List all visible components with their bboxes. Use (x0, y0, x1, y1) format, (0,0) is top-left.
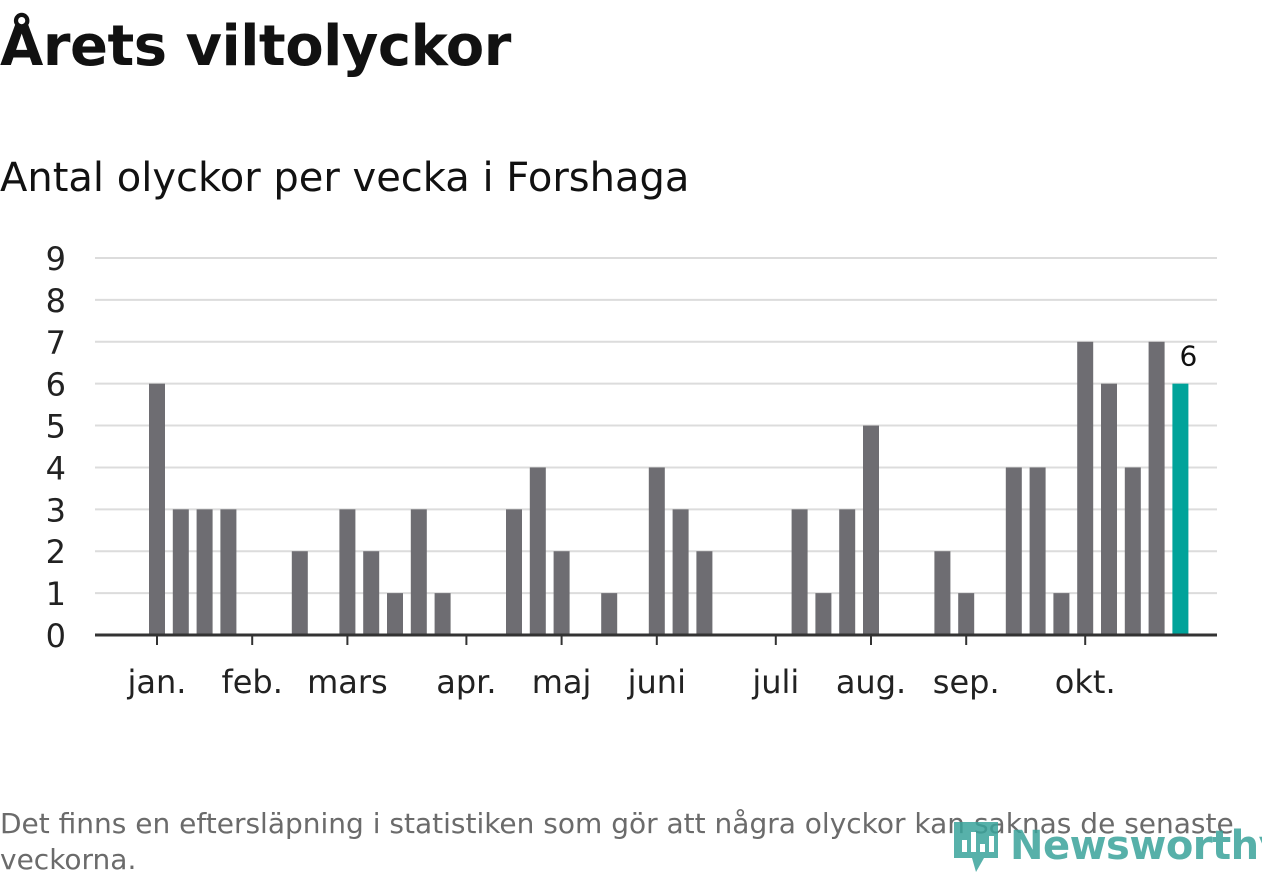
x-tick-label: mars (307, 663, 388, 701)
x-axis: jan. feb. mars apr. maj juni juli aug. sep. okt. (95, 633, 1217, 701)
bar (387, 593, 403, 635)
bar (196, 509, 213, 635)
bar (291, 551, 308, 635)
bar (863, 425, 879, 635)
bar (934, 551, 951, 635)
bar (1053, 593, 1070, 635)
y-tick-label: 0 (46, 617, 66, 655)
bar (363, 551, 380, 635)
bar (648, 467, 665, 635)
y-tick-label: 4 (46, 449, 66, 487)
x-tick-label: juni (627, 663, 686, 701)
chart-subtitle: Antal olyckor per vecka i Forshaga (0, 155, 690, 201)
x-tick-label: feb. (221, 663, 282, 701)
bar (529, 467, 546, 635)
y-tick-label: 9 (46, 240, 66, 278)
bar (149, 383, 165, 635)
bar (172, 509, 189, 635)
brand-name: Newsworthy (1010, 823, 1262, 869)
bar (1005, 467, 1022, 635)
x-tick-label: maj (532, 663, 592, 701)
bar (339, 509, 356, 635)
y-tick-label: 6 (46, 366, 66, 404)
bar (696, 551, 713, 635)
y-tick-label: 8 (46, 282, 66, 320)
x-tick-label: jan. (127, 663, 187, 701)
bar (815, 593, 832, 635)
bar (601, 593, 618, 635)
y-axis: 0 1 2 3 45 6 7 8 9 (46, 240, 66, 655)
bar (410, 509, 427, 635)
footnote: Det finns en eftersläpning i statistiken… (0, 807, 1234, 876)
x-tick-label: sep. (933, 663, 1000, 701)
x-tick-label: juli (751, 663, 799, 701)
bar (553, 551, 570, 635)
bar (1124, 467, 1141, 635)
chart-title: Årets viltolyckor (0, 14, 511, 79)
bar (791, 509, 808, 635)
y-tick-label: 7 (46, 324, 66, 362)
newsworthy-logo-icon (954, 822, 998, 872)
bar (672, 509, 689, 635)
y-tick-label: 3 (46, 491, 66, 529)
bar-chart: 0 1 2 3 45 6 7 8 9 6 jan. feb. mars apr. maj juni juli… (46, 240, 1217, 701)
bar (434, 593, 451, 635)
x-tick-label: okt. (1055, 663, 1116, 701)
y-tick-label: 2 (46, 533, 66, 571)
highlight-data-label: 6 (1179, 340, 1197, 373)
y-tick-label: 5 (46, 408, 66, 446)
brand-logo: Newsworthy (950, 814, 1262, 878)
bar (220, 509, 237, 635)
x-tick-label: aug. (836, 663, 906, 701)
bar (1029, 467, 1046, 635)
bar (1101, 383, 1117, 635)
bars: 6 (149, 340, 1197, 635)
y-tick-label: 1 (46, 575, 66, 613)
bar (1077, 341, 1094, 635)
bar (958, 593, 975, 635)
bar (839, 509, 856, 635)
bar-highlight (1172, 383, 1189, 635)
bar (506, 509, 522, 635)
x-tick-label: apr. (436, 663, 496, 701)
bar (1148, 341, 1165, 635)
